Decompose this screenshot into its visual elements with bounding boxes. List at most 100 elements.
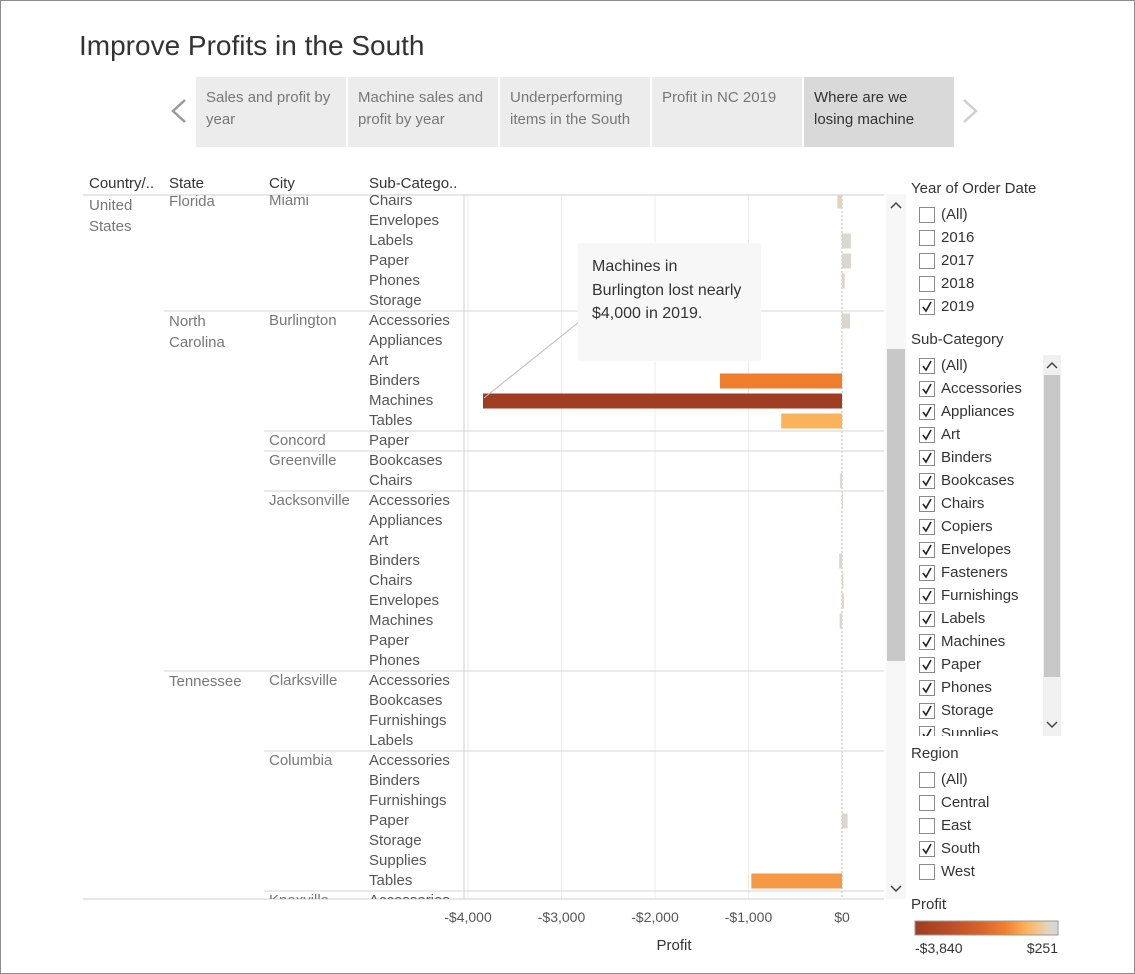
filter-item-label[interactable]: Central — [941, 794, 990, 811]
sub-category-label: Storage — [369, 292, 422, 309]
checkbox[interactable] — [919, 726, 935, 742]
sub-category-label: Phones — [369, 272, 420, 289]
sub-category-label: Furnishings — [369, 792, 447, 809]
story-next-arrow[interactable] — [963, 99, 978, 123]
city-label: Columbia — [269, 752, 333, 769]
filter-item-label[interactable]: Fasteners — [941, 564, 1008, 581]
checkmark — [922, 659, 932, 671]
city-label: Concord — [269, 432, 326, 449]
filter-item-label[interactable]: Supplies — [941, 725, 999, 736]
column-header: Country/.. — [89, 175, 155, 192]
filter-item-label[interactable]: Paper — [941, 656, 982, 673]
state-label: Tennessee — [169, 673, 242, 690]
bar — [720, 373, 843, 389]
sub-category-label: Paper — [369, 432, 410, 449]
bar — [842, 313, 850, 329]
sub-category-label: Paper — [369, 252, 410, 269]
filter-item-label[interactable]: Envelopes — [941, 541, 1012, 558]
sub-category-label: Tables — [369, 412, 413, 429]
story-point-tab[interactable]: Machine sales and profit by year — [348, 77, 498, 147]
checkbox[interactable] — [919, 276, 935, 292]
sub-category-label: Machines — [369, 612, 434, 629]
checkbox[interactable] — [919, 772, 935, 788]
checkbox[interactable] — [919, 230, 935, 246]
checkmark — [922, 636, 932, 648]
filter-checkbox-group — [919, 358, 935, 742]
chart-scroll-up[interactable] — [890, 201, 902, 209]
bar — [842, 253, 851, 269]
chart-scroll-down[interactable] — [890, 885, 902, 893]
checkmark — [922, 728, 932, 736]
bar — [839, 553, 843, 569]
filter-item-label[interactable]: Bookcases — [941, 472, 1015, 489]
dashboard-title: Improve Profits in the South — [79, 30, 425, 61]
filter-item-label[interactable]: Copiers — [941, 518, 993, 535]
filter-item-label[interactable]: West — [941, 863, 975, 880]
filter-item-label[interactable]: 2016 — [941, 229, 975, 246]
filter-item-label[interactable]: Storage — [941, 702, 994, 719]
row-header-pane: United States Florida Miami Chairs Envelopes… — [83, 195, 464, 899]
x-tick-label: -$2,000 — [631, 909, 679, 925]
sub-category-label: Binders — [369, 552, 420, 569]
filter-item-label[interactable]: (All) — [941, 206, 968, 223]
sub-category-label: Accessories — [369, 312, 450, 329]
sub-category-label: Phones — [369, 652, 420, 669]
filter-item-label[interactable]: Phones — [941, 679, 992, 696]
chart-scroll-thumb[interactable] — [887, 349, 905, 661]
color-legend-bar — [914, 920, 1059, 936]
city-label: Knoxville — [269, 891, 329, 899]
country-label: United States — [89, 197, 133, 235]
bar — [482, 393, 843, 409]
sub-category-label: Chairs — [369, 195, 413, 209]
filter-item-label[interactable]: East — [941, 817, 972, 834]
checkbox[interactable] — [919, 841, 935, 857]
story-point-tab[interactable]: Sales and profit by year — [196, 77, 346, 147]
checkbox[interactable] — [919, 864, 935, 880]
sub-category-label: Labels — [369, 732, 414, 749]
filter-item-label[interactable]: Labels — [941, 610, 986, 627]
checkmark — [922, 567, 932, 579]
filter-item-label[interactable]: Furnishings — [941, 587, 1019, 604]
filter-item-label[interactable]: (All) — [941, 771, 968, 788]
story-point-tab[interactable]: Profit in NC 2019 — [652, 77, 802, 147]
story-point-label: Underperforming items in the South — [510, 89, 631, 128]
bar — [842, 493, 843, 509]
checkmark — [922, 301, 932, 313]
bar — [841, 753, 843, 769]
filter-item-label[interactable]: Binders — [941, 449, 992, 466]
filter-scroll-down[interactable] — [1046, 721, 1058, 729]
checkbox[interactable] — [919, 299, 935, 315]
sub-category-label: Accessories — [369, 492, 450, 509]
checkmark — [922, 682, 932, 694]
story-point-tab[interactable]: Underperforming items in the South — [500, 77, 650, 147]
filter-item-label[interactable]: 2018 — [941, 275, 975, 292]
filter-item-label[interactable]: Chairs — [941, 495, 985, 512]
filter-item-label[interactable]: South — [941, 840, 981, 857]
checkbox[interactable] — [919, 818, 935, 834]
filter-title: Sub-Category — [911, 331, 1004, 348]
checkbox[interactable] — [919, 795, 935, 811]
checkmark — [922, 475, 932, 487]
checkbox[interactable] — [919, 253, 935, 269]
filter-item-label[interactable]: Art — [941, 426, 961, 443]
filter-item-label[interactable]: Appliances — [941, 403, 1015, 420]
filter-item-label[interactable]: Accessories — [941, 380, 1022, 397]
story-point-tab[interactable]: Where are we losing machine — [804, 77, 954, 147]
filter-scroll-thumb[interactable] — [1044, 375, 1060, 677]
filter-item-label[interactable]: (All) — [941, 357, 968, 374]
sub-category-label: Machines — [369, 392, 434, 409]
state-label: Florida — [169, 195, 215, 210]
checkmark — [922, 498, 932, 510]
filter-item-label[interactable]: 2019 — [941, 298, 975, 315]
checkmark — [922, 360, 932, 372]
filter-item-label[interactable]: Machines — [941, 633, 1006, 650]
filter-item-label[interactable]: 2017 — [941, 252, 975, 269]
story-prev-arrow[interactable] — [171, 99, 186, 123]
filter-scroll-up[interactable] — [1046, 361, 1058, 369]
sub-category-label: Accessories — [369, 752, 450, 769]
sub-category-label: Accessories — [369, 891, 450, 899]
checkbox[interactable] — [919, 207, 935, 223]
legend-title: Profit — [911, 896, 947, 913]
bar — [781, 413, 843, 429]
